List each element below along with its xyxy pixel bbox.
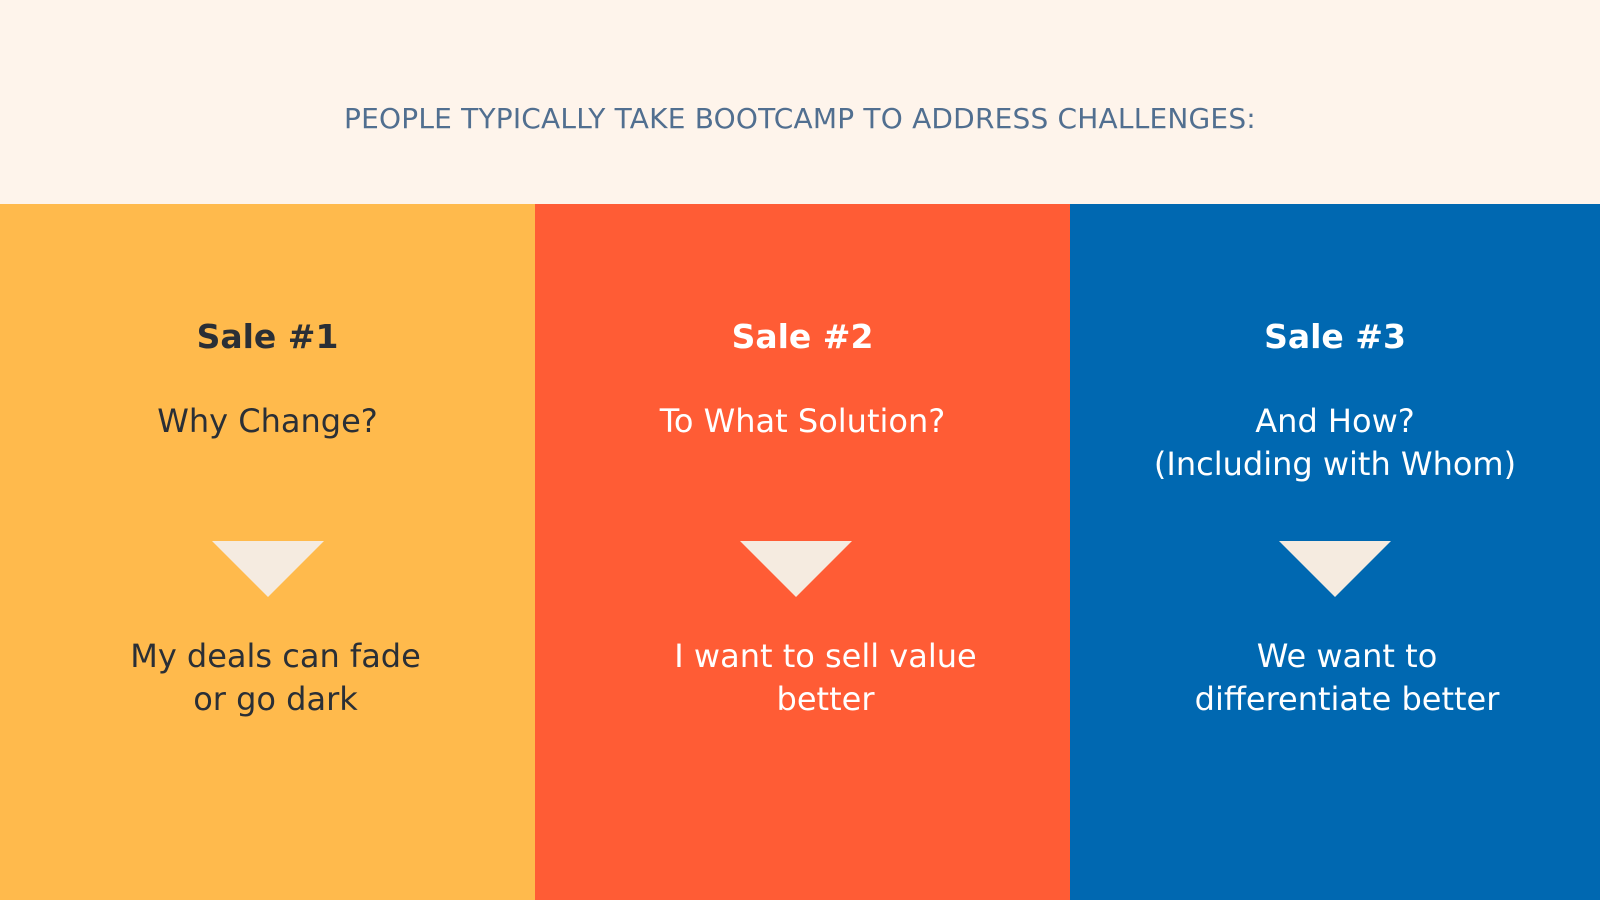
sale-question-1: Why Change? xyxy=(157,402,378,440)
sale-question-2: To What Solution? xyxy=(659,402,946,440)
header-band: PEOPLE TYPICALLY TAKE BOOTCAMP TO ADDRES… xyxy=(0,0,1600,204)
sale-panel-3: Sale #3 And How? (Including with Whom) W… xyxy=(1070,204,1600,900)
page-title: PEOPLE TYPICALLY TAKE BOOTCAMP TO ADDRES… xyxy=(344,102,1256,135)
sale-question-3: And How? (Including with Whom) xyxy=(1153,402,1517,483)
sale-title-2: Sale #2 xyxy=(731,317,874,356)
sale-title-1: Sale #1 xyxy=(196,317,339,356)
sale-answer-3: We want to differentiate better xyxy=(1194,637,1500,718)
sale-answer-2: I want to sell value better xyxy=(674,637,977,718)
sale-title-3: Sale #3 xyxy=(1264,317,1406,356)
sale-panel-1: Sale #1 Why Change? My deals can fade or… xyxy=(0,204,535,900)
down-arrow-icon xyxy=(740,541,852,597)
sale-answer-1: My deals can fade or go dark xyxy=(130,637,421,718)
sale-panel-2: Sale #2 To What Solution? I want to sell… xyxy=(535,204,1070,900)
down-arrow-icon xyxy=(212,541,324,597)
down-arrow-icon xyxy=(1279,541,1391,597)
